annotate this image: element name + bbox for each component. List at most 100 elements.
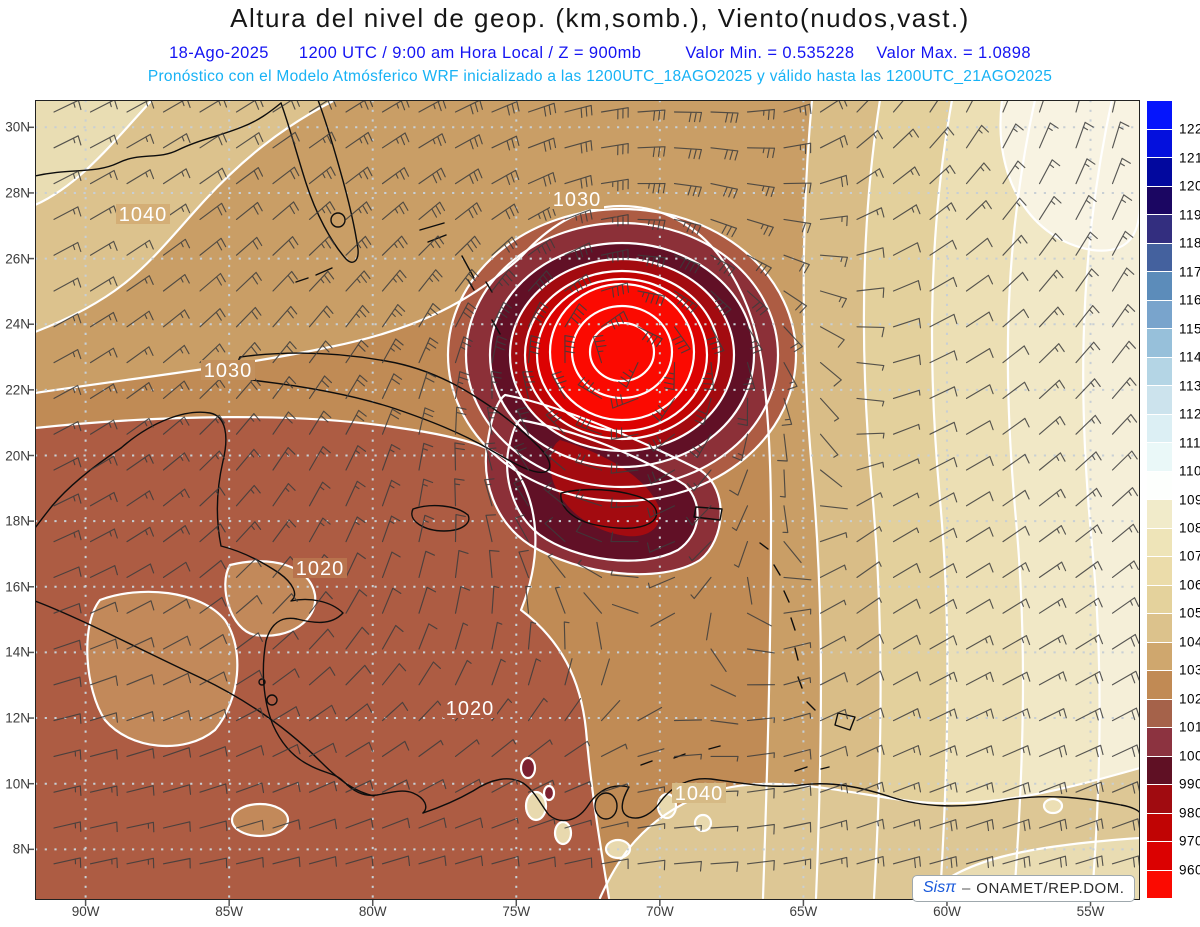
coastlines: [35, 100, 1140, 822]
wind-barb: [308, 591, 333, 614]
wind-barb: [1111, 121, 1130, 149]
wind-barb: [545, 409, 566, 435]
wind-barb: [527, 238, 556, 256]
wind-barb: [856, 129, 883, 149]
wind-barb: [345, 166, 373, 185]
wind-barb: [856, 597, 882, 614]
wind-barb: [162, 598, 191, 614]
wind-barb: [235, 236, 263, 256]
colorbar-cell: [1147, 443, 1172, 471]
wind-barb: [710, 648, 727, 672]
wind-barb: [819, 672, 848, 686]
wind-barb: [856, 744, 885, 757]
lon-tick-label: 75W: [502, 904, 531, 919]
wind-barb: [514, 442, 530, 471]
colorbar-cell: [1147, 300, 1172, 328]
wind-barb: [1002, 708, 1031, 722]
wind-barb: [454, 817, 484, 829]
wind-barb: [199, 272, 226, 292]
wind-barb: [1038, 855, 1067, 868]
wind-barb: [126, 239, 154, 256]
wind-barb: [637, 859, 666, 871]
wind-barb: [1111, 670, 1140, 686]
wind-barb: [783, 182, 812, 194]
wind-barb: [710, 825, 739, 832]
wind-barb: [856, 207, 885, 220]
wind-barb: [929, 126, 955, 149]
lat-tick-label: 16N: [5, 579, 30, 595]
wind-barb: [637, 748, 665, 757]
wind-barb: [610, 531, 639, 543]
wind-barb: [522, 371, 535, 399]
wind-barb: [381, 587, 402, 614]
wind-barb: [600, 282, 630, 298]
wind-barb: [929, 563, 958, 578]
wind-barb: [89, 785, 118, 797]
wind-barb: [418, 478, 434, 507]
wind-barb: [486, 407, 499, 435]
wind-barb: [454, 622, 469, 650]
wind-barb: [235, 707, 264, 722]
wind-barb: [381, 338, 404, 364]
wind-barb: [600, 783, 629, 793]
wind-barb: [514, 514, 530, 543]
colorbar-cell: [1147, 642, 1172, 670]
wind-barb: [600, 700, 621, 722]
wind-barb: [819, 635, 847, 650]
colorbar-tick-label: 1090: [1179, 492, 1200, 507]
wind-barb: [746, 254, 772, 276]
wind-barb: [965, 856, 994, 869]
wind-barb: [600, 858, 629, 870]
wind-barb: [1002, 635, 1031, 650]
chart-subtitle: 18-Ago-2025 1200 UTC / 9:00 am Hora Loca…: [0, 44, 1200, 63]
wind-barb: [929, 598, 958, 614]
wind-barb: [600, 143, 629, 156]
colorbar-tick-label: 1210: [1179, 150, 1200, 166]
wind-barb: [345, 201, 372, 220]
wind-barb: [454, 302, 477, 328]
wind-barb: [308, 100, 337, 113]
wind-barb: [673, 860, 702, 872]
wind-barb: [856, 287, 885, 298]
wind-barb: [929, 527, 958, 543]
wind-barb: [381, 515, 401, 543]
wind-barb: [892, 128, 919, 149]
wind-barb: [1111, 487, 1139, 507]
wind-barb: [162, 784, 192, 795]
wind-barb: [564, 819, 592, 829]
wind-barb: [381, 663, 407, 686]
wind-barb: [647, 469, 676, 485]
wind-barb: [965, 598, 994, 614]
wind-barb: [454, 371, 470, 399]
wind-barb: [564, 698, 582, 722]
wind-barb: [819, 100, 848, 113]
wind-barb: [308, 340, 333, 364]
wind-barb: [929, 350, 958, 364]
wind-barb: [162, 238, 191, 256]
wind-barb: [1038, 379, 1066, 399]
wind-barb: [345, 480, 366, 507]
wind-barb: [308, 305, 334, 328]
wind-barb: [819, 564, 847, 578]
wind-barb: [819, 599, 847, 614]
wind-barb: [892, 423, 921, 435]
wind-barb: [1038, 818, 1068, 831]
wind-barb: [162, 525, 190, 543]
wind-barb: [1038, 452, 1066, 471]
wind-barb: [1002, 745, 1031, 757]
wind-barb: [308, 856, 337, 867]
colorbar-tick-label: 1220: [1179, 121, 1200, 137]
wind-barb: [819, 782, 849, 794]
colorbar-tick-label: 1020: [1179, 691, 1200, 707]
wind-barb: [308, 166, 336, 185]
wind-barb: [746, 147, 776, 159]
wind-barb: [418, 700, 442, 722]
wind-barb: [856, 362, 885, 371]
colorbar-cell: [1147, 500, 1172, 528]
wind-barb: [1075, 524, 1103, 543]
wind-barb: [688, 541, 712, 562]
wind-barb: [381, 701, 409, 722]
wind-barb: [199, 343, 226, 364]
wind-barb: [1111, 340, 1136, 364]
wind-barb: [710, 684, 737, 697]
